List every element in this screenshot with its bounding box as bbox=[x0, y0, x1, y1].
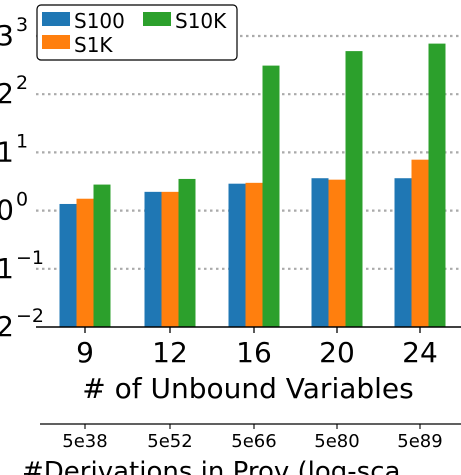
legend-swatch-s100 bbox=[42, 12, 70, 26]
bar-s1k-9 bbox=[76, 198, 94, 327]
bar-s10k-24 bbox=[428, 43, 446, 327]
secondary-tick-label: 5e66 bbox=[231, 431, 276, 452]
y-tick-exponent: −1 bbox=[16, 247, 44, 269]
gridlines bbox=[36, 34, 461, 270]
y-tick-exponent: 2 bbox=[16, 72, 28, 94]
bar-s10k-16 bbox=[262, 65, 280, 327]
legend-label-s1k: S1K bbox=[74, 33, 113, 57]
y-tick-label: 2 bbox=[0, 310, 14, 343]
secondary-tick-label: 5e89 bbox=[397, 431, 442, 452]
y-tick-exponent: 1 bbox=[16, 130, 28, 152]
bar-s100-12 bbox=[144, 191, 162, 327]
y-tick-label: 2 bbox=[0, 77, 14, 110]
bar-s100-9 bbox=[59, 203, 77, 327]
bar-s1k-12 bbox=[161, 191, 179, 327]
y-tick-label: 0 bbox=[0, 194, 14, 227]
bar-s10k-20 bbox=[345, 51, 363, 327]
legend-swatch-s1k bbox=[42, 35, 70, 49]
secondary-tick-label: 5e80 bbox=[314, 431, 359, 452]
y-tick-exponent: 0 bbox=[16, 189, 28, 211]
y-tick-label: 3 bbox=[0, 19, 14, 52]
legend-swatch-s10k bbox=[143, 12, 171, 26]
bar-s10k-12 bbox=[178, 178, 196, 327]
secondary-ticks: 5e38 5e52 5e66 5e80 5e89 bbox=[62, 424, 443, 452]
bar-s1k-24 bbox=[411, 159, 429, 327]
y-ticks: 2 −21 −10 01 12 23 3 bbox=[0, 14, 44, 343]
legend-label-s100: S100 bbox=[74, 9, 125, 33]
x-tick-label: 16 bbox=[236, 336, 272, 369]
secondary-tick-label: 5e52 bbox=[147, 431, 192, 452]
x-tick-label: 9 bbox=[76, 336, 94, 369]
bar-s100-24 bbox=[394, 178, 412, 327]
legend-label-s10k: S10K bbox=[175, 9, 227, 33]
bar-s10k-9 bbox=[93, 184, 111, 327]
x-ticks: 9 12 16 20 24 bbox=[76, 327, 438, 369]
y-tick-exponent: −2 bbox=[16, 305, 44, 327]
bar-s1k-20 bbox=[328, 179, 346, 327]
legend-frame bbox=[36, 4, 238, 61]
y-tick-exponent: 3 bbox=[16, 14, 28, 36]
x-axis-title: # of Unbound Variables bbox=[82, 372, 414, 405]
x-tick-label: 20 bbox=[319, 336, 355, 369]
y-tick-label: 1 bbox=[0, 252, 14, 285]
y-tick-label: 1 bbox=[0, 135, 14, 168]
bar-s100-16 bbox=[228, 183, 246, 327]
x-tick-label: 12 bbox=[152, 336, 188, 369]
bar-s1k-16 bbox=[245, 182, 263, 327]
secondary-tick-label: 5e38 bbox=[62, 431, 107, 452]
bar-s100-20 bbox=[311, 178, 329, 327]
secondary-axis-title: #Derivations in Prov (log-sca bbox=[22, 457, 400, 475]
x-tick-label: 24 bbox=[402, 336, 438, 369]
bars bbox=[59, 43, 446, 327]
